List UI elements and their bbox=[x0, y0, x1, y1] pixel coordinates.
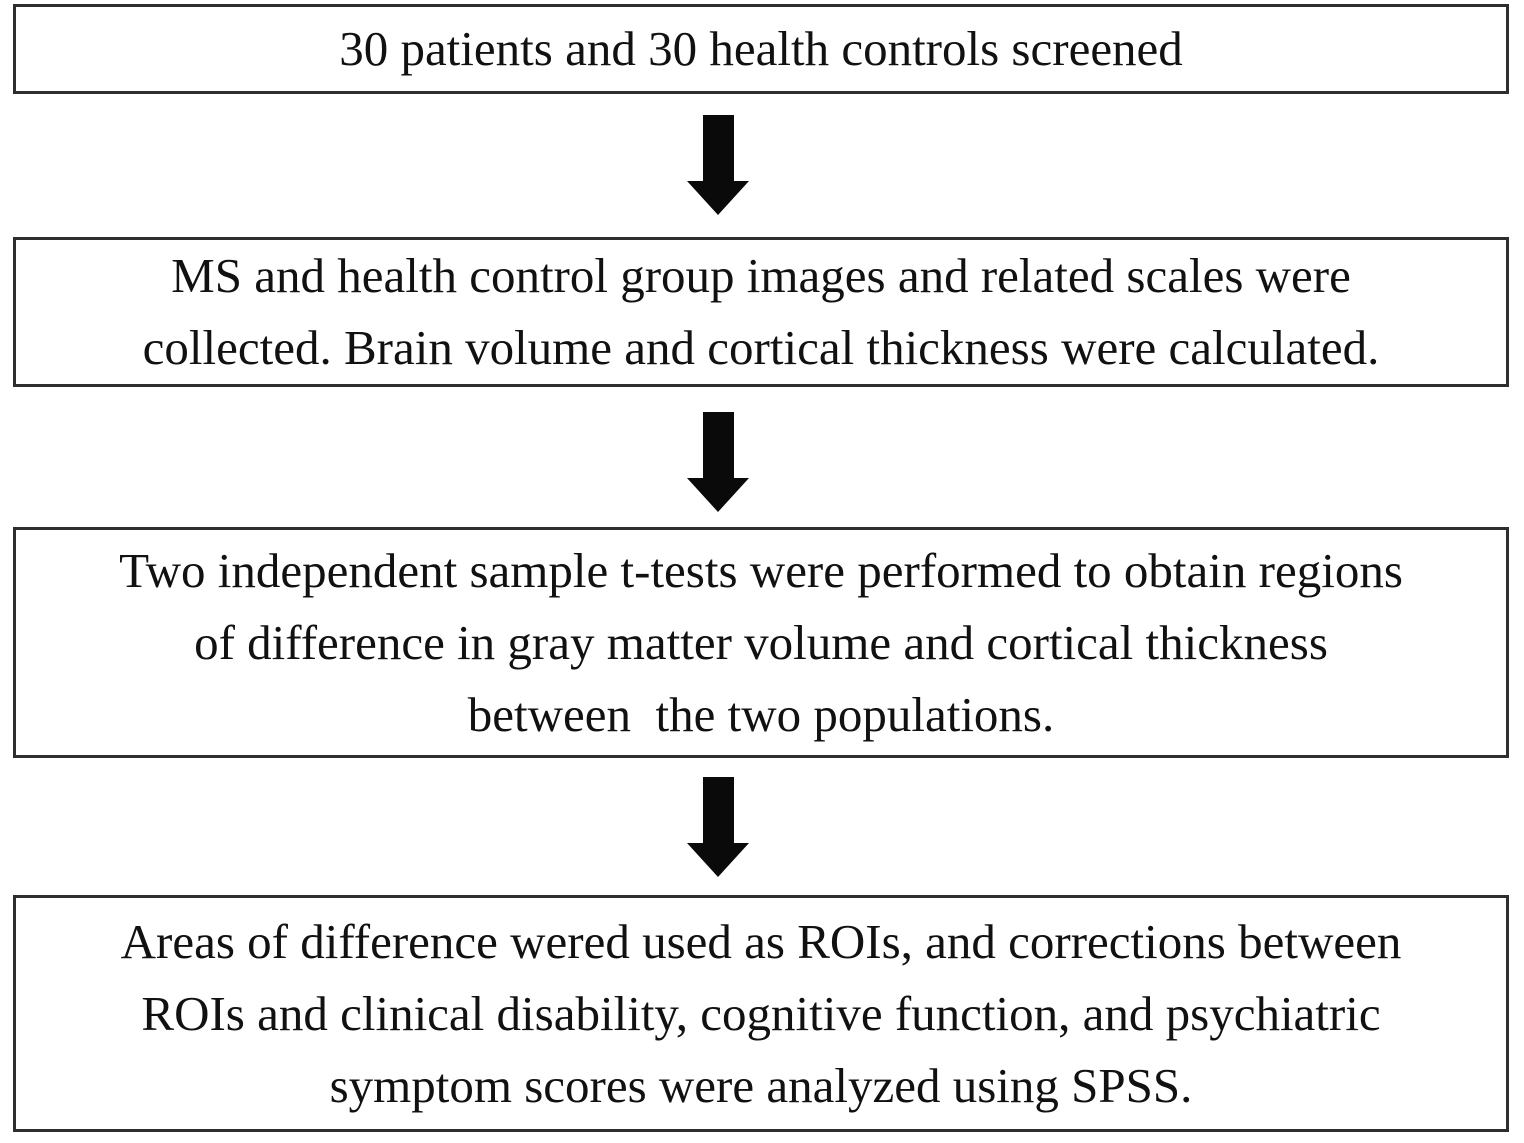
arrow-head bbox=[687, 181, 749, 215]
flow-step-text-line: Two independent sample t-tests were perf… bbox=[119, 542, 1403, 598]
flow-step-text-line: MS and health control group images and r… bbox=[171, 248, 1351, 303]
flow-step-text-line: collected. Brain volume and cortical thi… bbox=[142, 320, 1380, 375]
flow-step-roi-analysis: Areas of difference wered used as ROIs, … bbox=[13, 895, 1509, 1132]
arrow-shaft bbox=[702, 777, 734, 843]
arrow-head bbox=[687, 478, 749, 512]
flow-step-screening: 30 patients and 30 health controls scree… bbox=[13, 4, 1509, 94]
flow-step-data-collection: MS and health control group images and r… bbox=[13, 237, 1509, 387]
down-arrow-icon bbox=[687, 777, 749, 877]
flow-step-text-line: Areas of difference wered used as ROIs, … bbox=[120, 913, 1402, 969]
flow-step-text-line: of difference in gray matter volume and … bbox=[194, 614, 1328, 670]
arrow-shaft bbox=[702, 412, 734, 478]
down-arrow-icon bbox=[687, 412, 749, 512]
arrow-head bbox=[687, 843, 749, 877]
arrow-shaft bbox=[702, 115, 734, 181]
flow-step-text: 30 patients and 30 health controls scree… bbox=[339, 21, 1183, 76]
flow-step-text-line: symptom scores were analyzed using SPSS. bbox=[329, 1057, 1193, 1113]
flow-step-t-tests: Two independent sample t-tests were perf… bbox=[13, 527, 1509, 758]
flow-step-text-line: between the two populations. bbox=[467, 686, 1055, 742]
flow-step-text-line: ROIs and clinical disability, cognitive … bbox=[141, 985, 1381, 1041]
down-arrow-icon bbox=[687, 115, 749, 215]
